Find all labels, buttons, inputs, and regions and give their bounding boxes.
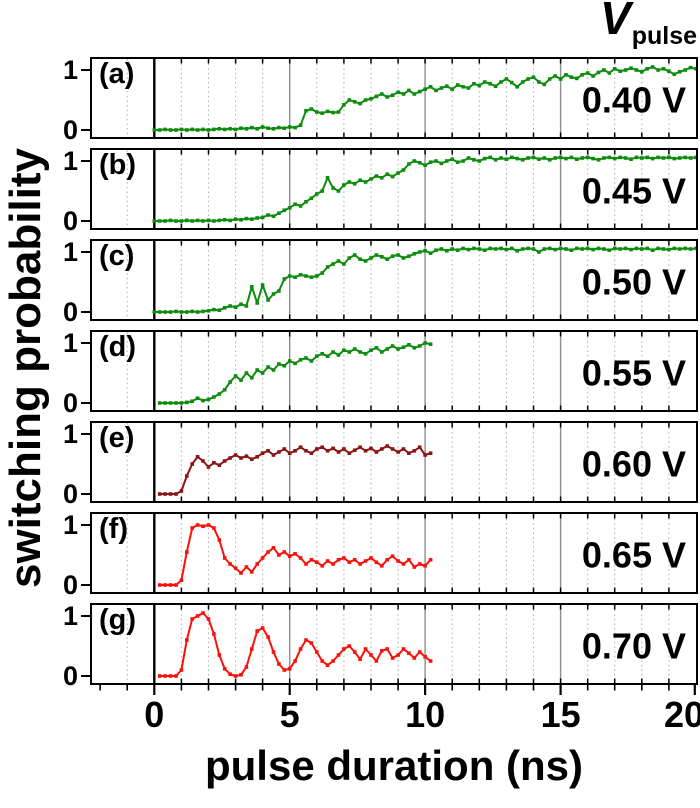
y-tick-mark <box>81 402 90 404</box>
panel-letter-b: (b) <box>99 149 137 181</box>
y-tick-label-zero: 0 <box>62 115 78 145</box>
curve-plot-d <box>126 332 670 410</box>
y-tick-mark <box>81 129 90 131</box>
curve-plot-f <box>126 514 670 592</box>
y-tick-label-zero: 0 <box>62 479 78 509</box>
y-tick-mark <box>81 251 90 253</box>
curve-plot-a <box>126 59 696 137</box>
curve-plot-e <box>126 423 670 501</box>
panel-letter-f: (f) <box>99 513 128 545</box>
y-tick-label-one: 1 <box>62 510 78 540</box>
y-tick-mark <box>81 342 90 344</box>
curve-plot-b <box>126 150 696 228</box>
y-tick-mark <box>81 524 90 526</box>
panel-a: 1 0 (a) 0.40 V <box>63 57 698 144</box>
x-tick-label-20: 20 <box>663 694 700 735</box>
panel-letter-g: (g) <box>99 604 137 636</box>
voltage-symbol: V <box>600 0 631 44</box>
voltage-symbol-subscript: pulse <box>631 22 697 50</box>
y-tick-label-one: 1 <box>62 237 78 267</box>
panel-letter-a: (a) <box>99 58 135 90</box>
voltage-label-c: 0.50 V <box>581 261 686 303</box>
plot-box-b: (b) 0.45 V <box>90 148 698 230</box>
y-tick-mark <box>81 584 90 586</box>
y-axis-label: switching probability <box>1 147 50 589</box>
plot-box-e: (e) 0.60 V <box>90 421 698 503</box>
voltage-label-a: 0.40 V <box>581 79 686 121</box>
plot-box-d: (d) 0.55 V <box>90 330 698 412</box>
x-tick-label-5: 5 <box>279 694 300 735</box>
y-tick-label-one: 1 <box>62 328 78 358</box>
x-tick-label-15: 15 <box>540 694 581 735</box>
y-tick-label-one: 1 <box>62 419 78 449</box>
y-tick-label-one: 1 <box>62 55 78 85</box>
panel-stack: 1 0 (a) 0.40 V 1 0 (b) 0.45 V 1 0 <box>63 57 698 694</box>
y-tick-mark <box>81 675 90 677</box>
x-axis-tick-labels: 0 5 10 15 20 <box>92 694 700 736</box>
panel-g: 1 0 (g) 0.70 V <box>63 603 698 690</box>
panel-letter-c: (c) <box>99 240 135 272</box>
y-tick-label-zero: 0 <box>62 388 78 418</box>
y-tick-label-zero: 0 <box>62 206 78 236</box>
y-tick-mark <box>81 220 90 222</box>
voltage-label-d: 0.55 V <box>581 352 686 394</box>
y-tick-mark <box>81 311 90 313</box>
y-tick-mark <box>81 493 90 495</box>
voltage-label-b: 0.45 V <box>581 170 686 212</box>
voltage-label-f: 0.65 V <box>581 534 686 576</box>
x-tick-label-10: 10 <box>405 694 446 735</box>
y-tick-label-one: 1 <box>62 146 78 176</box>
panel-letter-d: (d) <box>99 331 137 363</box>
plot-box-a: (a) 0.40 V <box>90 57 698 139</box>
panel-c: 1 0 (c) 0.50 V <box>63 239 698 326</box>
y-tick-mark <box>81 615 90 617</box>
y-tick-label-zero: 0 <box>62 570 78 600</box>
voltage-label-g: 0.70 V <box>581 625 686 667</box>
plot-box-f: (f) 0.65 V <box>90 512 698 594</box>
plot-box-c: (c) 0.50 V <box>90 239 698 321</box>
y-tick-mark <box>81 69 90 71</box>
panel-d: 1 0 (d) 0.55 V <box>63 330 698 417</box>
curve-plot-c <box>126 241 696 319</box>
plot-box-g: (g) 0.70 V <box>90 603 698 685</box>
curve-plot-g <box>126 605 670 683</box>
voltage-label-e: 0.60 V <box>581 443 686 485</box>
panel-e: 1 0 (e) 0.60 V <box>63 421 698 508</box>
pulse-voltage-legend: Vpulse <box>600 0 697 50</box>
y-tick-mark <box>81 433 90 435</box>
y-tick-label-zero: 0 <box>62 297 78 327</box>
x-tick-label-0: 0 <box>144 694 165 735</box>
x-axis-label: pulse duration (ns) <box>205 742 583 789</box>
y-tick-mark <box>81 160 90 162</box>
y-tick-label-one: 1 <box>62 601 78 631</box>
x-axis-ticks <box>99 685 696 695</box>
panel-b: 1 0 (b) 0.45 V <box>63 148 698 235</box>
panel-f: 1 0 (f) 0.65 V <box>63 512 698 599</box>
y-tick-label-zero: 0 <box>62 661 78 691</box>
panel-letter-e: (e) <box>99 422 135 454</box>
